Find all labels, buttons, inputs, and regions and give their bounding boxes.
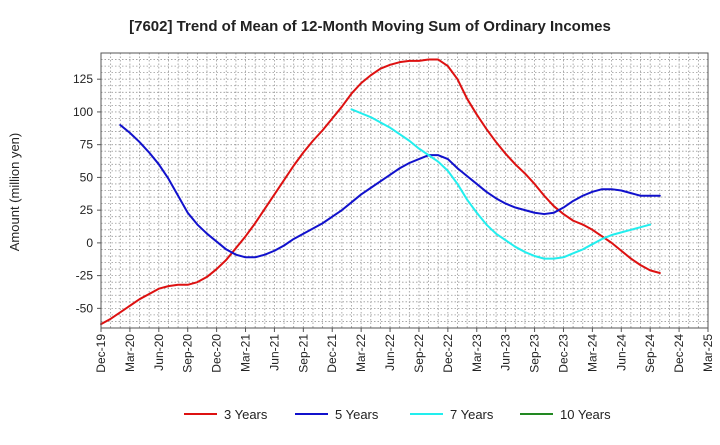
x-tick-label: Mar-23 (470, 334, 484, 372)
x-tick-label: Dec-24 (672, 334, 686, 373)
x-tick-label: Dec-20 (210, 334, 224, 373)
legend-label: 3 Years (224, 407, 268, 422)
x-tick-label: Dec-23 (556, 334, 570, 373)
y-tick-label: 50 (80, 170, 94, 184)
x-tick-label: Dec-21 (325, 334, 339, 373)
y-tick-label: 25 (80, 203, 94, 217)
y-tick-label: -25 (76, 269, 94, 283)
x-tick-label: Sep-23 (528, 334, 542, 373)
x-tick-label: Mar-24 (585, 334, 599, 372)
x-tick-label: Jun-20 (152, 334, 166, 371)
line-chart: [7602] Trend of Mean of 12-Month Moving … (0, 0, 720, 440)
legend-label: 10 Years (560, 407, 611, 422)
x-tick-label: Mar-22 (354, 334, 368, 372)
x-tick-label: Mar-21 (239, 334, 253, 372)
x-tick-label: Jun-21 (267, 334, 281, 371)
legend-label: 5 Years (335, 407, 379, 422)
x-tick-label: Dec-22 (441, 334, 455, 373)
x-tick-label: Sep-24 (643, 334, 657, 373)
y-tick-label: 75 (80, 138, 94, 152)
x-tick-label: Sep-21 (296, 334, 310, 373)
x-tick-labels: Dec-19 Mar-20 Jun-20 Sep-20 Dec-20 Mar-21 Jun-… (94, 328, 715, 373)
chart-container: [7602] Trend of Mean of 12-Month Moving … (0, 0, 720, 440)
legend-label: 7 Years (450, 407, 494, 422)
x-tick-label: Mar-20 (123, 334, 137, 372)
x-tick-label: Jun-22 (383, 334, 397, 371)
chart-title: [7602] Trend of Mean of 12-Month Moving … (129, 18, 611, 35)
x-tick-label: Sep-20 (181, 334, 195, 373)
y-axis-label: Amount (million yen) (7, 133, 22, 252)
legend: 3 Years 5 Years 7 Years 10 Years (184, 407, 611, 422)
y-tick-labels: 125 100 75 50 25 0 -25 -50 (73, 72, 101, 315)
y-tick-label: 125 (73, 72, 93, 86)
x-tick-label: Mar-25 (701, 334, 715, 372)
x-tick-label: Jun-23 (499, 334, 513, 371)
x-tick-label: Sep-22 (412, 334, 426, 373)
x-tick-label: Dec-19 (94, 334, 108, 373)
y-tick-label: 0 (86, 236, 93, 250)
x-tick-label: Jun-24 (614, 334, 628, 371)
y-tick-label: -50 (76, 301, 94, 315)
y-tick-label: 100 (73, 105, 93, 119)
